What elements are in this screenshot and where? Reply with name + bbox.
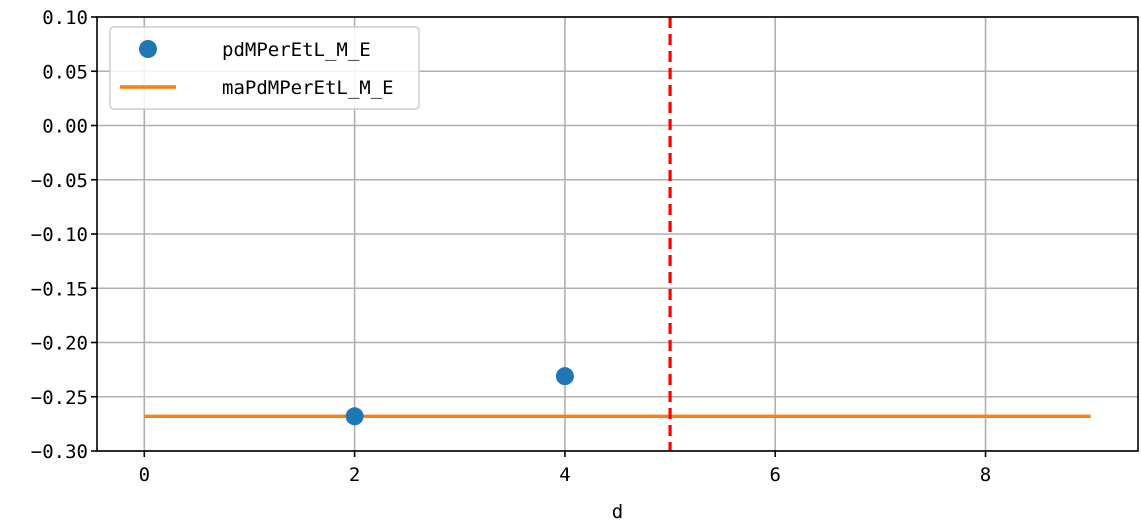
y-tick-label: 0.00 [42, 116, 88, 138]
y-tick-label: −0.30 [31, 441, 88, 463]
x-axis-label: d [612, 501, 623, 523]
x-tick-label: 0 [139, 464, 150, 486]
legend-box [109, 26, 420, 110]
y-tick-label: −0.25 [31, 387, 88, 409]
legend: pdMPerEtL_M_E maPdMPerEtL_M_E [109, 26, 420, 110]
x-tick-label: 2 [349, 464, 360, 486]
y-tick-label: 0.10 [42, 7, 88, 29]
axes: 0 2 4 6 8 0.10 0.05 0.00 −0.05 −0.10 −0.15 −0.20 −0.… [31, 7, 1139, 486]
plot-area [144, 17, 1091, 451]
y-tick-label: −0.10 [31, 224, 88, 246]
y-tick-label: 0.05 [42, 61, 88, 83]
y-tick-label: −0.05 [31, 170, 88, 192]
legend-label: pdMPerEtL_M_E [222, 39, 371, 61]
data-point [345, 407, 364, 426]
data-point [555, 367, 574, 386]
legend-label: maPdMPerEtL_M_E [222, 77, 394, 99]
x-tick-label: 8 [980, 464, 991, 486]
legend-marker [139, 40, 157, 58]
y-tick-label: −0.20 [31, 333, 88, 355]
y-tick-label: −0.15 [31, 278, 88, 300]
x-tick-label: 6 [770, 464, 781, 486]
x-tick-label: 4 [559, 464, 570, 486]
